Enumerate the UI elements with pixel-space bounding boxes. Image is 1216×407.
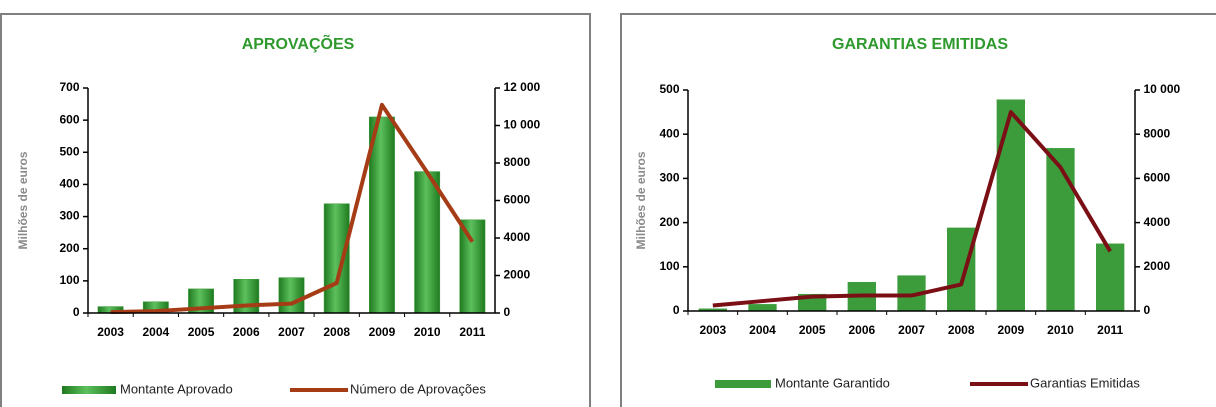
x-tick-label: 2010 [414,325,441,339]
legend-label: Número de Aprovações [350,381,486,396]
tick-label: 500 [659,82,679,96]
tick-label: 8000 [504,155,531,169]
legend-label: Montante Garantido [775,375,890,390]
tick-label: 600 [59,112,79,126]
x-tick-label: 2003 [699,323,726,337]
tick-label: 2000 [504,268,531,282]
legend-label: Montante Aprovado [120,381,233,396]
bar [1096,243,1125,312]
x-tick-label: 2007 [898,323,925,337]
tick-label: 100 [59,273,79,287]
tick-label: 6000 [1144,171,1171,185]
line [110,102,475,315]
tick-label: 400 [59,177,79,191]
bar [278,277,305,314]
x-tick-label: 2006 [848,323,875,337]
panel-border [620,13,1216,407]
bar [369,116,395,314]
tick-label: 0 [504,305,511,319]
bar [1046,148,1075,312]
bar [748,304,777,312]
x-tick-label: 2009 [369,325,396,339]
tick-label: 700 [59,80,79,94]
tick-label: 10 000 [1144,82,1181,96]
x-tick-label: 2009 [997,323,1024,337]
bar [996,99,1025,312]
tick-label: 300 [659,171,679,185]
tick-label: 0 [673,303,680,317]
chart-panel: GARANTIAS EMITIDAS Milhões de euros 0 100 20… [620,13,1216,407]
tick-label: 0 [1144,303,1151,317]
chart-title: GARANTIAS EMITIDAS [832,36,1008,53]
x-tick-label: 2003 [97,325,124,339]
legend-swatch [715,380,771,388]
tick-label: 200 [659,215,679,229]
tick-label: 8000 [1144,126,1171,140]
x-tick-label: 2008 [323,325,350,339]
y-axis-label: Milhões de euros [16,151,30,249]
x-tick-label: 2008 [948,323,975,337]
x-tick-label: 2010 [1047,323,1074,337]
legend-swatch [62,386,116,394]
x-tick-label: 2011 [1097,323,1123,337]
x-tick-label: 2004 [749,323,776,337]
bar [459,219,486,314]
tick-label: 0 [73,305,80,319]
tick-label: 10 000 [504,118,541,132]
x-tick-label: 2005 [188,325,215,339]
line [712,110,1112,308]
tick-label: 300 [59,209,79,223]
tick-label: 12 000 [504,80,541,94]
tick-label: 2000 [1144,259,1171,273]
bar [947,227,976,312]
tick-label: 6000 [504,193,531,207]
tick-label: 100 [659,259,679,273]
x-tick-label: 2011 [459,325,485,339]
tick-label: 4000 [504,230,531,244]
tick-label: 400 [659,126,679,140]
x-tick-label: 2006 [233,325,260,339]
x-tick-label: 2005 [799,323,826,337]
chart-title: APROVAÇÕES [242,33,355,53]
tick-label: 4000 [1144,215,1171,229]
tick-label: 500 [59,144,79,158]
bar [414,171,441,314]
tick-label: 200 [59,241,79,255]
panel-border [0,13,591,407]
legend-label: Garantias Emitidas [1030,375,1140,390]
bar [323,203,350,314]
x-tick-label: 2004 [142,325,169,339]
y-axis-label: Milhões de euros [634,151,648,249]
x-tick-label: 2007 [278,325,305,339]
chart-panel: APROVAÇÕES Milhões de euros 0 100 200 300 400 5… [0,13,591,407]
